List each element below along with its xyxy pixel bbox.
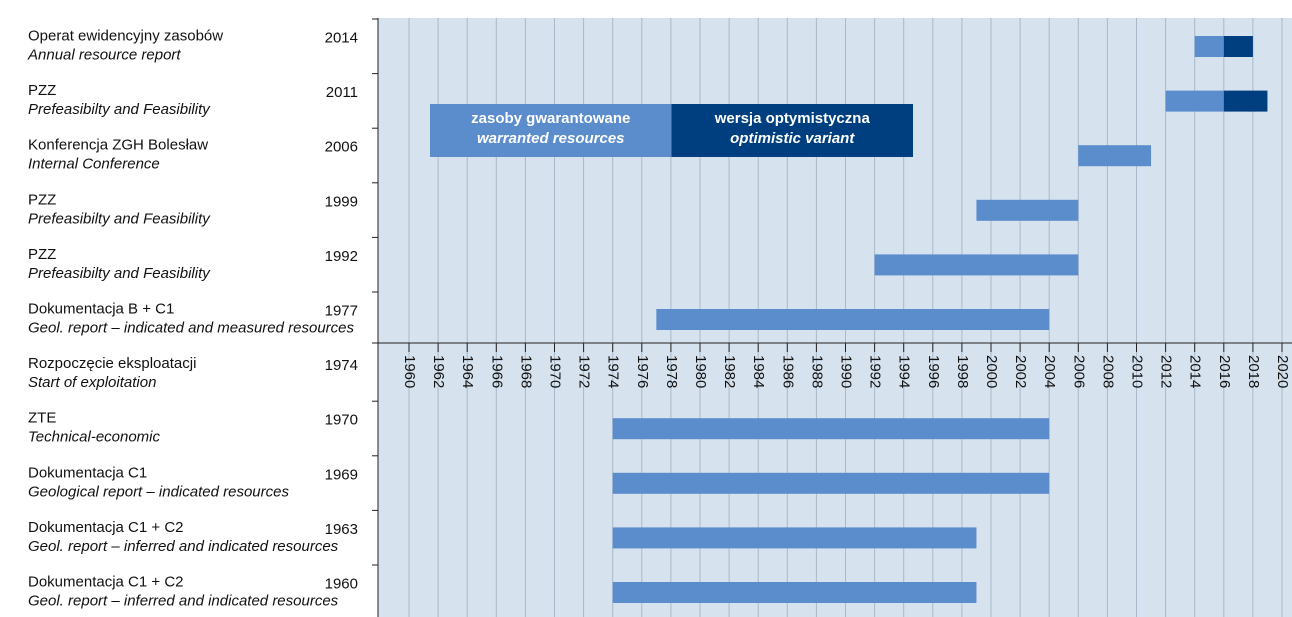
row-label: Dokumentacja B + C1 — [28, 300, 174, 317]
x-tick-label: 1974 — [605, 355, 622, 388]
legend-label: zasoby gwarantowane — [471, 110, 630, 127]
row-label: Dokumentacja C1 + C2 — [28, 519, 184, 536]
bar-segment — [1078, 145, 1152, 167]
x-axis: 1960 1962 1964 1966 1968 1970 1972 1974 1976 1978… — [372, 342, 1292, 388]
rows: Operat ewidencyjny zasobów Annual resourc… — [27, 18, 378, 609]
bar-segment — [1165, 90, 1224, 112]
x-tick-label: 1976 — [634, 355, 651, 388]
legend-label-en: optimistic variant — [730, 130, 855, 147]
x-tick-label: 2008 — [1099, 355, 1116, 388]
row-label: Operat ewidencyjny zasobów — [28, 27, 223, 44]
row-year: 1960 — [325, 575, 358, 592]
x-tick-label: 1982 — [721, 355, 738, 388]
row-year: 2014 — [325, 29, 358, 46]
x-tick-label: 1964 — [459, 355, 476, 388]
x-tick-label: 1990 — [838, 355, 855, 388]
row-label: PZZ — [28, 246, 56, 263]
x-tick-label: 2018 — [1245, 355, 1262, 388]
row-year: 1999 — [325, 193, 358, 210]
row-label-en: Geol. report – inferred and indicated re… — [28, 592, 339, 609]
legend-label-en: warranted resources — [477, 130, 625, 147]
legend-swatch — [671, 104, 913, 157]
row-label: PZZ — [28, 82, 56, 99]
x-tick-label: 1996 — [925, 355, 942, 388]
row-label: Rozpoczęcie eksploatacji — [28, 355, 196, 372]
x-tick-label: 2020 — [1274, 355, 1291, 388]
x-tick-label: 1980 — [692, 355, 709, 388]
x-tick-label: 2006 — [1070, 355, 1087, 388]
bar-segment — [1194, 36, 1224, 57]
x-tick-label: 1972 — [576, 355, 593, 388]
legend-label: wersja optymistyczna — [714, 110, 871, 127]
x-tick-label: 1970 — [547, 355, 564, 388]
row-year: 1970 — [325, 412, 358, 429]
x-tick-label: 1984 — [750, 355, 767, 388]
x-tick-label: 2004 — [1041, 355, 1058, 388]
legend-swatch — [430, 104, 672, 157]
row-label-en: Prefeasibilty and Feasibility — [28, 210, 211, 227]
x-tick-label: 2012 — [1158, 355, 1175, 388]
bar-segment — [612, 582, 977, 603]
x-tick-label: 1968 — [517, 355, 534, 388]
bar-segment — [1223, 90, 1268, 112]
bar-segment — [612, 527, 977, 549]
x-tick-label: 1966 — [488, 355, 505, 388]
x-tick-label: 2000 — [983, 355, 1000, 388]
bar-segment — [1223, 36, 1253, 57]
row-year: 1969 — [325, 466, 358, 483]
x-tick-label: 1988 — [808, 355, 825, 388]
row-label-en: Geol. report – inferred and indicated re… — [28, 538, 339, 555]
row-label-en: Geological report – indicated resources — [28, 483, 289, 500]
row-label: Dokumentacja C1 + C2 — [28, 573, 184, 590]
row-label: Konferencja ZGH Bolesław — [28, 137, 208, 154]
x-tick-label: 2002 — [1012, 355, 1029, 388]
row-label-en: Geol. report – indicated and measured re… — [28, 319, 355, 336]
row-year: 1977 — [325, 302, 358, 319]
x-tick-label: 1978 — [663, 355, 680, 388]
row-year: 2006 — [325, 139, 358, 156]
row-label-en: Start of exploitation — [28, 374, 156, 391]
bar-segment — [874, 254, 1079, 276]
x-tick-label: 1986 — [779, 355, 796, 388]
row-label-en: Annual resource report — [27, 46, 181, 63]
x-tick-label: 1960 — [401, 355, 418, 388]
row-year: 1974 — [325, 357, 358, 374]
x-tick-label: 2016 — [1216, 355, 1233, 388]
row-year: 2011 — [326, 84, 358, 101]
x-tick-label: 1994 — [896, 355, 913, 388]
label-panel — [15, 18, 378, 617]
x-tick-label: 1962 — [430, 355, 447, 388]
row-label-en: Internal Conference — [28, 156, 160, 173]
legend: zasoby gwarantowane warranted resources we… — [430, 104, 913, 157]
x-tick-label: 2014 — [1187, 355, 1204, 388]
bar-segment — [612, 472, 1050, 494]
row-label-en: Prefeasibilty and Feasibility — [28, 101, 211, 118]
row-label: Dokumentacja C1 — [28, 464, 147, 481]
bar-segment — [612, 418, 1050, 440]
row-label: PZZ — [28, 191, 56, 208]
row-year: 1992 — [325, 248, 358, 265]
row-label-en: Technical-economic — [28, 429, 161, 446]
row-label-en: Prefeasibilty and Feasibility — [28, 265, 211, 282]
x-tick-label: 1992 — [867, 355, 884, 388]
x-tick-label: 1998 — [954, 355, 971, 388]
row-year: 1963 — [325, 521, 358, 538]
row-label: ZTE — [28, 410, 56, 427]
bars — [612, 36, 1268, 603]
x-tick-label: 2010 — [1129, 355, 1146, 388]
bar-segment — [656, 309, 1050, 330]
bar-segment — [976, 199, 1079, 221]
